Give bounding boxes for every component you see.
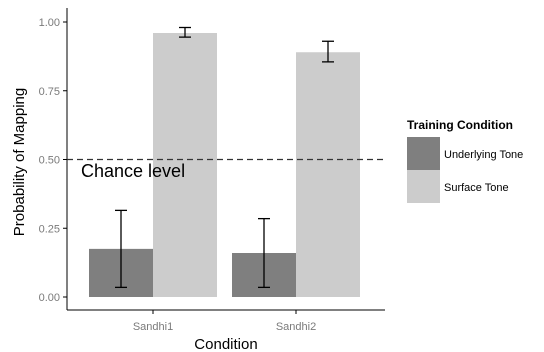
- bar-surface-tone-sandhi2: [296, 52, 360, 297]
- legend-title: Training Condition: [407, 118, 513, 132]
- x-tick-label: Sandhi2: [276, 321, 316, 333]
- x-tick-label: Sandhi1: [133, 321, 173, 333]
- error-bar-surface-tone-sandhi2: [322, 40, 334, 63]
- x-axis-title: Condition: [194, 336, 257, 352]
- legend: Training Condition Underlying Tone Surfa…: [407, 118, 523, 203]
- legend-label-underlying-tone: Underlying Tone: [444, 149, 523, 161]
- y-tick-label: 0.75: [39, 86, 60, 98]
- y-ticks-layer: 0.00 0.25 0.50 0.75 1.00: [39, 17, 67, 304]
- error-bar-surface-tone-sandhi1: [179, 26, 191, 38]
- y-tick-label: 0.50: [39, 155, 60, 167]
- y-axis-title: Probability of Mapping: [11, 88, 28, 236]
- reference-line-label: Chance level: [81, 161, 185, 181]
- legend-swatch-underlying-tone: [407, 137, 440, 170]
- bars-layer: [89, 33, 360, 297]
- legend-swatch-surface-tone: [407, 170, 440, 203]
- error-bar-underlying-tone-sandhi2: [258, 217, 270, 289]
- x-ticks-layer: Sandhi1 Sandhi2: [133, 310, 316, 333]
- error-bar-underlying-tone-sandhi1: [115, 209, 127, 289]
- y-tick-label: 0.00: [39, 292, 60, 304]
- bar-surface-tone-sandhi1: [153, 33, 217, 297]
- error-bars-layer: [115, 26, 334, 289]
- legend-label-surface-tone: Surface Tone: [444, 182, 509, 194]
- y-tick-label: 0.25: [39, 223, 60, 235]
- y-tick-label: 1.00: [39, 17, 60, 29]
